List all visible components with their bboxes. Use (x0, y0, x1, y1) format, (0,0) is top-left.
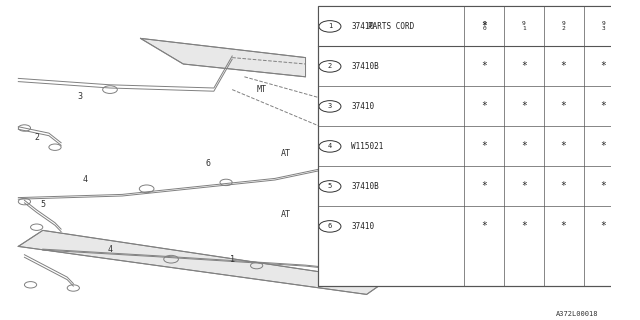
Bar (317, 6, 640, 286)
Text: *: * (600, 61, 606, 71)
Text: 9
1: 9 1 (522, 21, 526, 31)
Text: 9
2: 9 2 (562, 21, 566, 31)
Text: W115021: W115021 (351, 142, 384, 151)
Bar (317, 6, 640, 46)
Text: *: * (561, 61, 566, 71)
Text: 3: 3 (328, 103, 332, 109)
Text: 37410B: 37410B (351, 182, 379, 191)
Text: *: * (561, 101, 566, 111)
Text: *: * (481, 61, 487, 71)
Text: 1: 1 (230, 255, 235, 264)
Text: 3: 3 (77, 92, 82, 100)
Text: *: * (561, 141, 566, 151)
Text: *: * (600, 181, 606, 191)
Text: 2: 2 (34, 133, 39, 142)
Text: 4: 4 (108, 245, 113, 254)
Text: *: * (521, 61, 527, 71)
Text: *: * (600, 101, 606, 111)
Text: 4: 4 (83, 175, 88, 184)
Text: MT: MT (257, 85, 267, 94)
Text: *: * (481, 21, 487, 31)
Text: 5: 5 (328, 183, 332, 189)
Text: 37410: 37410 (351, 22, 374, 31)
Text: *: * (600, 221, 606, 231)
Text: 6: 6 (205, 159, 211, 168)
Text: *: * (521, 221, 527, 231)
Text: 4: 4 (328, 143, 332, 149)
Text: 37410: 37410 (351, 222, 374, 231)
Text: 37410B: 37410B (351, 62, 379, 71)
Text: 9
0: 9 0 (483, 21, 486, 31)
Text: 5: 5 (40, 200, 45, 209)
Text: *: * (561, 221, 566, 231)
Text: PARTS CORD: PARTS CORD (368, 22, 414, 31)
Text: *: * (481, 101, 487, 111)
Text: A372L00018: A372L00018 (556, 311, 599, 317)
Text: *: * (521, 141, 527, 151)
Text: AT: AT (281, 210, 291, 219)
Text: 6: 6 (328, 223, 332, 229)
Text: *: * (481, 181, 487, 191)
Text: 1: 1 (328, 23, 332, 29)
Text: *: * (481, 141, 487, 151)
Bar (317, 6, 640, 286)
Polygon shape (141, 38, 305, 77)
Text: *: * (521, 181, 527, 191)
Polygon shape (19, 230, 385, 294)
Text: 9
3: 9 3 (602, 21, 605, 31)
Text: *: * (481, 221, 487, 231)
Text: 2: 2 (328, 63, 332, 69)
Text: *: * (600, 141, 606, 151)
Text: 37410: 37410 (351, 102, 374, 111)
Text: *: * (561, 181, 566, 191)
Text: *: * (521, 101, 527, 111)
Text: AT: AT (281, 149, 291, 158)
